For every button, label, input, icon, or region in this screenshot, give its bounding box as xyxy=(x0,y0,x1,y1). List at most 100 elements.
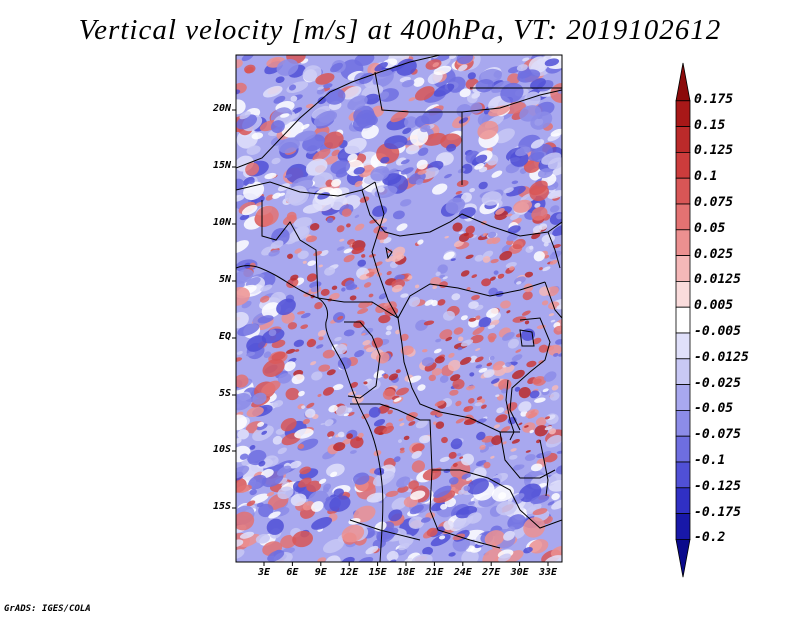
field-patch xyxy=(486,362,493,367)
field-patch xyxy=(489,355,495,361)
field-patch xyxy=(505,262,517,268)
field-patch xyxy=(549,259,558,265)
field-patch xyxy=(495,208,505,215)
field-patch xyxy=(261,430,268,435)
field-patch xyxy=(284,185,308,204)
field-patch xyxy=(501,388,508,394)
colorbar-segment xyxy=(675,62,691,102)
field-patch xyxy=(458,207,476,219)
field-patch xyxy=(432,183,448,195)
field-patch xyxy=(472,326,485,336)
field-patch xyxy=(257,315,274,324)
field-patch xyxy=(396,387,409,396)
field-patch xyxy=(534,202,541,208)
field-patch xyxy=(512,369,525,380)
field-patch xyxy=(357,259,367,267)
field-patch xyxy=(448,352,455,358)
field-patch xyxy=(417,170,427,175)
field-patch xyxy=(496,407,505,414)
field-patch xyxy=(385,490,399,497)
field-patch xyxy=(277,183,290,192)
field-patch xyxy=(466,287,471,291)
field-patch xyxy=(548,428,557,435)
field-patch xyxy=(544,416,551,420)
field-patch xyxy=(383,373,389,379)
field-patch xyxy=(488,287,498,296)
field-patch xyxy=(476,396,483,401)
field-patch xyxy=(430,533,451,547)
field-patch xyxy=(415,419,428,429)
field-patch xyxy=(304,408,316,418)
field-patch xyxy=(286,278,299,288)
coastline xyxy=(236,265,384,562)
field-patch xyxy=(433,490,456,503)
colorbar xyxy=(675,62,691,578)
field-patch xyxy=(404,116,418,129)
colorbar-segment xyxy=(675,306,691,334)
field-patch xyxy=(410,490,426,500)
field-patch xyxy=(354,180,363,187)
field-patch xyxy=(322,83,333,89)
field-patch xyxy=(294,428,314,439)
field-patch xyxy=(519,105,542,122)
border-west xyxy=(261,200,319,299)
field-patch xyxy=(331,285,338,290)
field-patch xyxy=(320,288,330,296)
field-patch xyxy=(446,143,457,152)
field-patch xyxy=(353,505,376,523)
field-patch xyxy=(486,307,499,318)
field-patch xyxy=(343,254,355,263)
field-patch xyxy=(552,244,561,249)
field-patch xyxy=(478,317,492,328)
field-patch xyxy=(241,55,254,62)
credit-text: GrADS: IGES/COLA xyxy=(4,604,91,614)
field-patch xyxy=(439,375,449,383)
colorbar-label: -0.125 xyxy=(694,478,741,494)
field-patch xyxy=(532,337,542,345)
field-patch xyxy=(529,180,548,196)
lake-victoria xyxy=(519,329,535,347)
field-patch xyxy=(405,144,420,155)
field-patch xyxy=(491,435,503,446)
field-patch xyxy=(290,493,307,507)
field-patch xyxy=(528,56,549,73)
colorbar-segment xyxy=(675,539,691,578)
field-patch xyxy=(383,302,390,307)
field-patch xyxy=(236,350,243,355)
field-patch xyxy=(310,361,317,366)
field-patch xyxy=(558,353,562,357)
field-patch xyxy=(543,242,549,247)
field-patch xyxy=(414,284,420,289)
field-patch xyxy=(246,335,267,352)
field-patch xyxy=(287,253,293,259)
field-patch xyxy=(255,202,263,207)
field-patch xyxy=(478,181,488,190)
field-patch xyxy=(506,402,518,411)
field-patch xyxy=(276,58,299,76)
field-patch xyxy=(332,384,344,391)
field-patch xyxy=(511,180,519,185)
field-patch xyxy=(530,463,543,472)
field-patch xyxy=(399,449,405,454)
field-patch xyxy=(538,344,549,353)
field-patch xyxy=(374,62,388,72)
lon-label: 3E xyxy=(257,567,271,578)
field-patch xyxy=(556,304,562,310)
field-patch xyxy=(400,167,414,175)
field-patch xyxy=(236,99,246,115)
field-patch xyxy=(433,83,455,97)
field-patch xyxy=(494,128,515,144)
field-patch xyxy=(268,249,280,257)
field-patch xyxy=(385,256,396,262)
field-patch xyxy=(266,491,275,497)
field-patch xyxy=(534,425,548,437)
field-patch xyxy=(245,66,254,74)
field-patch xyxy=(282,214,297,226)
field-patch xyxy=(509,454,518,460)
field-patch xyxy=(463,485,471,492)
field-patch xyxy=(291,374,305,385)
field-patch xyxy=(524,425,529,428)
lon-label: 33E xyxy=(538,567,558,578)
field-patch xyxy=(411,450,422,459)
field-patch xyxy=(331,178,342,187)
